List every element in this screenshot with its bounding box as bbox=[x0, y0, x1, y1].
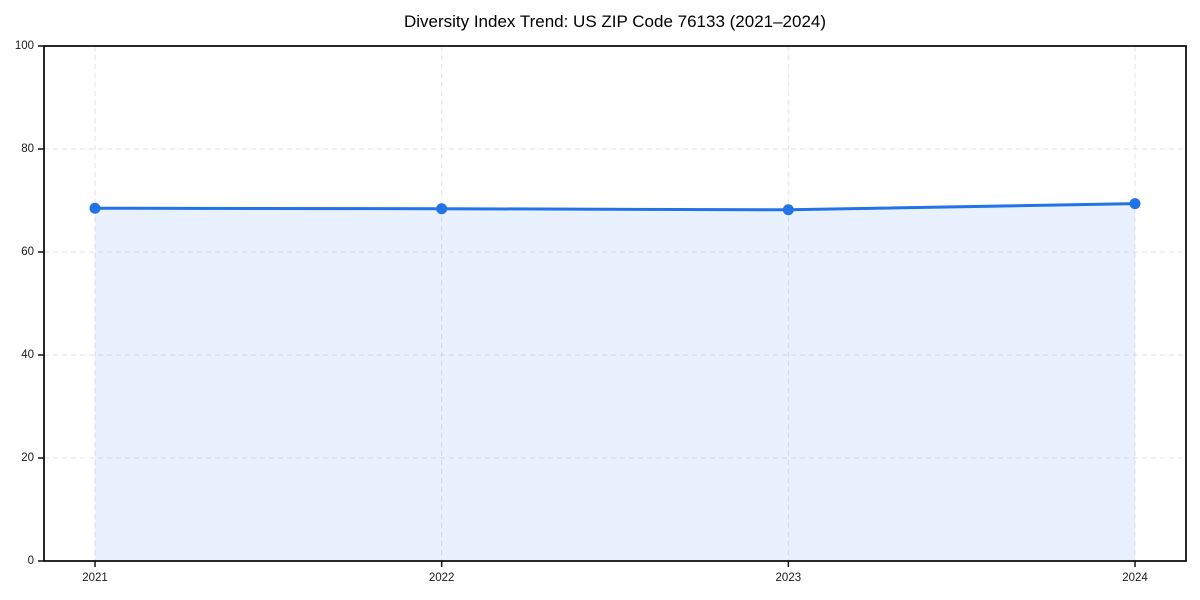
trend-line bbox=[93, 202, 1137, 212]
y-tick-label: 20 bbox=[21, 452, 34, 464]
data-point-marker-2022 bbox=[436, 203, 448, 215]
y-tick-label: 60 bbox=[21, 246, 34, 258]
x-tick-label: 2023 bbox=[776, 572, 802, 584]
chart-title: Diversity Index Trend: US ZIP Code 76133… bbox=[403, 12, 827, 31]
plot-border bbox=[43, 45, 1187, 562]
area-fill bbox=[95, 203, 1135, 561]
x-tick-label: 2022 bbox=[429, 572, 455, 584]
data-point-marker-2023 bbox=[782, 204, 794, 216]
x-tick-label: 2021 bbox=[82, 572, 108, 584]
y-tick-label: 40 bbox=[21, 349, 34, 361]
y-tick-label: 0 bbox=[28, 555, 34, 567]
y-tick-label: 80 bbox=[21, 143, 34, 155]
data-point-marker-2024 bbox=[1129, 198, 1141, 210]
y-tick-label: 100 bbox=[15, 40, 34, 52]
x-tick-label: 2024 bbox=[1122, 572, 1148, 584]
data-point-marker-2021 bbox=[89, 202, 101, 214]
